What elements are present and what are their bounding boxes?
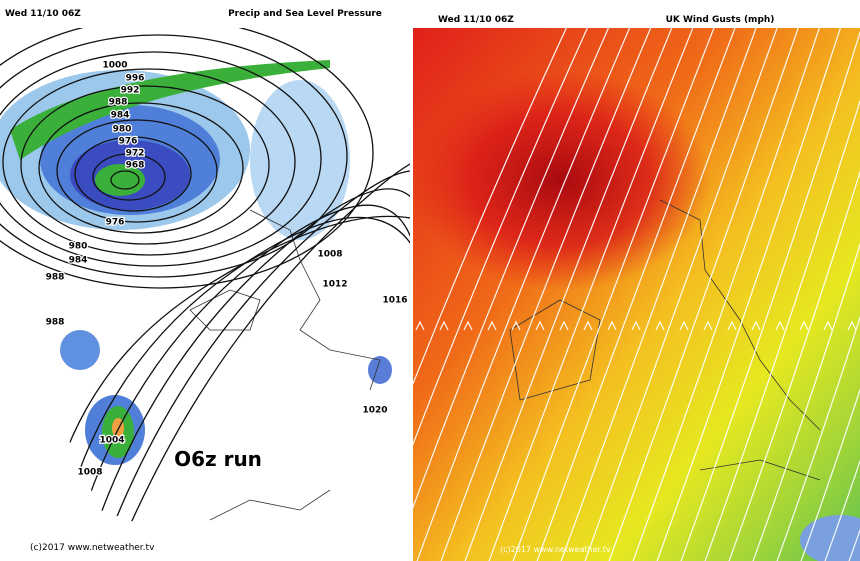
wind-arrow [655,320,665,331]
streamline [416,28,631,561]
run-caption: O6z run [174,447,262,471]
streamline [413,28,610,509]
wind-arrow [607,320,617,331]
left-title: Precip and Sea Level Pressure [228,9,382,19]
streamline [413,28,567,386]
wind-arrow [847,320,857,331]
isobar-label: 968 [126,161,145,171]
streamline [728,170,860,561]
streamline [440,28,652,561]
wind-arrow [679,320,689,331]
isobar-label: 1016 [382,296,407,306]
isobar-label: 988 [109,98,128,108]
wind-arrow [703,320,713,331]
wind-arrow [559,320,569,331]
isobar-label: 984 [69,256,88,266]
isobar-label: 980 [113,125,132,135]
streamline [584,28,778,561]
streamline [704,99,860,561]
isobar [84,188,410,545]
wind-arrow [583,320,593,331]
wind-arrow [727,320,737,331]
isobar-label: 1020 [362,406,387,416]
isobar-label: 1000 [102,61,127,71]
isobar [20,85,270,245]
isobar-label: 996 [126,74,145,84]
wind-arrow [823,320,833,331]
isobar [54,216,410,545]
wind-arrow [463,320,473,331]
left-copyright: (c)2017 www.netweather.tv [30,543,155,553]
isobar-label: 992 [121,86,140,96]
right-copyright: (c)2017 www.netweather.tv [500,545,611,554]
streamline [632,28,820,561]
isobar [110,170,140,190]
isobar-label: 1008 [317,250,342,260]
wind-arrow [439,320,449,331]
streamline [464,28,673,561]
wind-arrow [751,320,761,331]
isobar [69,204,410,545]
isobar-label: 972 [126,149,145,159]
right-date: Wed 11/10 06Z [438,15,514,25]
streamline [824,459,860,561]
streamline [536,28,736,561]
isobar-label: 980 [69,242,88,252]
right-title: UK Wind Gusts (mph) [666,15,775,25]
wind-map [413,28,860,561]
wind-arrow [775,320,785,331]
isobar-label: 1008 [77,468,102,478]
wind-arrow [535,320,545,331]
isobar-label: 988 [46,273,65,283]
isobar [0,28,374,289]
wind-arrow [415,320,425,331]
streamline [608,28,799,561]
isobar-label: 976 [119,137,138,147]
isobar-label: 988 [46,318,65,328]
isobar [92,153,166,201]
isobar-label: 1012 [322,280,347,290]
streamline [656,28,842,561]
streamline [800,388,860,561]
streamline [776,315,860,561]
isobar-label: 976 [106,218,125,228]
isobar [114,150,410,545]
isobar [56,119,218,223]
isobar-label: 984 [111,111,130,121]
wind-arrow [631,320,641,331]
streamline [488,28,694,561]
isobar [38,102,244,234]
isobar-label: 1004 [99,436,124,446]
streamline [752,242,860,561]
streamline [560,28,757,561]
wind-arrow [511,320,521,331]
streamline [680,30,860,561]
wind-arrow [799,320,809,331]
isobar [74,136,192,212]
isobar [99,170,410,545]
streamline [512,28,715,561]
isobar [0,34,348,278]
wind-arrow [487,320,497,331]
precip-map [0,28,410,545]
left-date: Wed 11/10 06Z [5,9,81,19]
isobar [2,68,296,256]
streamline [413,28,589,446]
isobar [0,51,322,267]
